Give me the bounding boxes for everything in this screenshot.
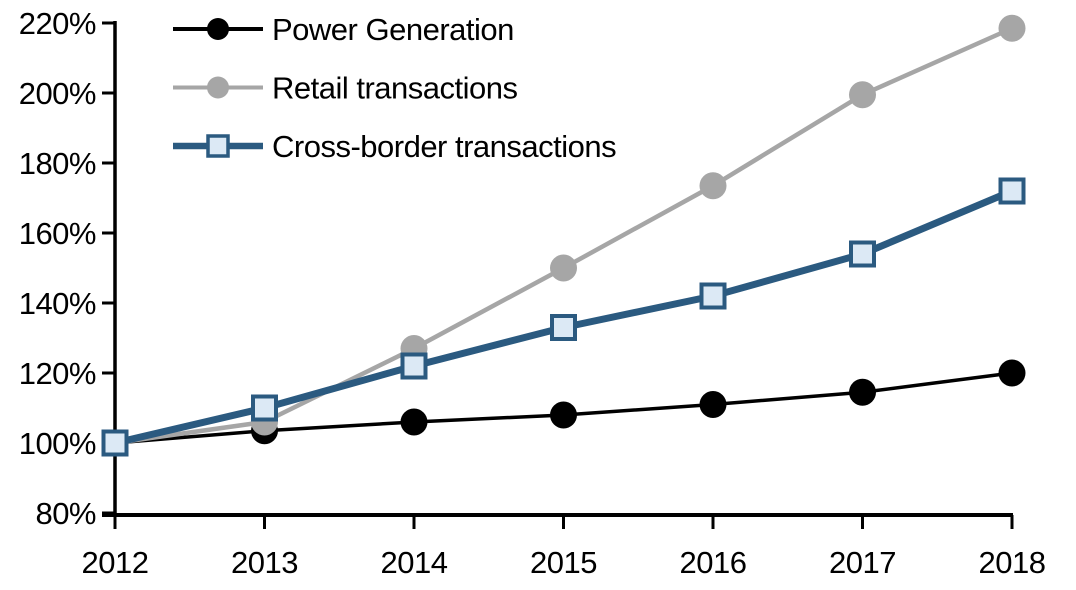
y-tick-label-180: 180% — [19, 146, 96, 181]
point-cross-border-transactions-2012 — [101, 429, 129, 457]
point-cross-border-transactions-2013 — [251, 394, 278, 422]
series-cross-border-transactions — [101, 177, 1026, 457]
point-cross-border-transactions-2016 — [699, 282, 727, 310]
legend: Power Generation Retail transactions Cross… — [173, 12, 617, 164]
x-tick-label-2014: 2014 — [381, 545, 448, 580]
y-tick-label-200: 200% — [19, 76, 96, 111]
legend-item-power-generation: Power Generation — [173, 12, 514, 47]
point-power-generation-2016 — [699, 391, 727, 418]
legend-marker-retail-transactions — [207, 76, 229, 99]
data-series — [101, 14, 1026, 457]
point-retail-transactions-2016 — [699, 172, 727, 200]
x-tick-label-2017: 2017 — [829, 545, 896, 580]
x-tick-label-2015: 2015 — [530, 545, 597, 580]
series-power-generation — [101, 359, 1026, 457]
x-tick-label-2013: 2013 — [231, 545, 298, 580]
point-cross-border-transactions-2014 — [400, 352, 428, 380]
x-tick-label-2018: 2018 — [979, 545, 1046, 580]
point-retail-transactions-2018 — [998, 14, 1026, 42]
y-tick-label-220: 220% — [19, 6, 96, 41]
y-tick-label-120: 120% — [19, 356, 96, 391]
legend-label-cross-border-transactions: Cross-border transactions — [272, 129, 616, 164]
y-tick-label-140: 140% — [19, 286, 96, 321]
point-cross-border-transactions-2017 — [849, 240, 876, 268]
point-retail-transactions-2015 — [550, 254, 577, 282]
point-cross-border-transactions-2015 — [550, 314, 577, 341]
legend-marker-cross-border-transactions — [206, 134, 230, 158]
point-power-generation-2015 — [550, 401, 577, 429]
legend-item-cross-border-transactions: Cross-border transactions — [173, 129, 617, 164]
x-tick-label-2012: 2012 — [82, 545, 149, 580]
axis-tick-labels: 80% 100% 120% 140% 160% 180% 200% 220% 2012 2013 2… — [19, 6, 1046, 580]
point-power-generation-2018 — [998, 359, 1026, 387]
legend-item-retail-transactions: Retail transactions — [173, 71, 518, 106]
legend-marker-power-generation — [207, 18, 229, 40]
y-tick-label-80: 80% — [35, 496, 96, 531]
series-line-retail-transactions — [114, 26, 1013, 446]
legend-label-retail-transactions: Retail transactions — [272, 71, 518, 106]
y-tick-label-160: 160% — [19, 216, 96, 251]
legend-label-power-generation: Power Generation — [272, 12, 514, 47]
point-retail-transactions-2017 — [849, 81, 876, 109]
point-power-generation-2017 — [849, 378, 876, 406]
y-tick-label-100: 100% — [19, 426, 96, 461]
point-cross-border-transactions-2018 — [998, 177, 1026, 205]
x-tick-label-2016: 2016 — [680, 545, 747, 580]
point-power-generation-2014 — [400, 408, 428, 436]
